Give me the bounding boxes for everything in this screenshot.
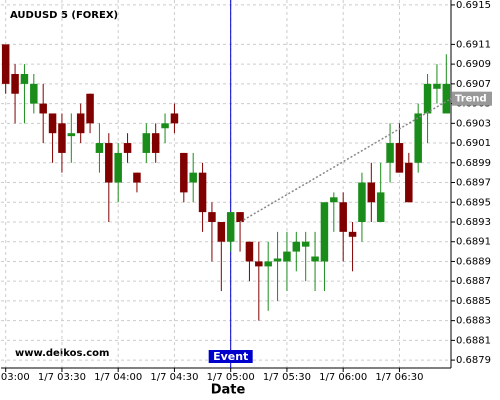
candle-body	[39, 103, 47, 114]
y-tick-label: 0.6879	[456, 355, 491, 366]
candle-body	[423, 83, 432, 114]
y-tick-label: 0.6887	[456, 276, 491, 287]
candle-body	[58, 123, 66, 153]
plot-area	[0, 0, 451, 368]
x-axis-title: Date	[211, 383, 246, 398]
candle-body	[358, 182, 366, 222]
y-tick-label: 0.6885	[456, 296, 491, 307]
x-tick-label: 1/7 05:00	[207, 372, 255, 383]
candle-body	[20, 73, 29, 84]
candle-body	[226, 212, 235, 242]
candle-body	[405, 162, 413, 203]
candle-body	[170, 113, 179, 124]
candle-body	[198, 172, 207, 213]
candle-body	[311, 256, 319, 262]
candle-body	[133, 172, 141, 183]
candle-body	[76, 113, 85, 134]
y-tick-label: 0.6897	[456, 178, 491, 189]
candle-body	[67, 133, 76, 137]
candle-body	[161, 123, 169, 129]
candle-body	[236, 212, 244, 222]
x-tick-label: 1/7 04:30	[150, 372, 198, 383]
candle-body	[348, 231, 357, 237]
y-tick-label: 0.6909	[456, 59, 491, 70]
candle-body	[292, 241, 301, 252]
trend-line	[239, 98, 452, 223]
event-label: Event	[213, 350, 248, 363]
candle-body	[245, 241, 254, 262]
candle-body	[283, 251, 291, 262]
x-tick-label: 1/7 03:30	[38, 372, 86, 383]
candle-body	[30, 83, 38, 104]
y-tick-label: 0.6891	[456, 237, 491, 248]
y-tick-label: 0.6883	[456, 316, 491, 327]
candle-body	[123, 143, 132, 153]
candle-body	[273, 258, 282, 262]
x-tick-label: 1/7 06:30	[375, 372, 423, 383]
candle-body	[86, 93, 94, 124]
candle-body	[114, 152, 122, 183]
candle-body	[414, 113, 422, 163]
candle-body	[433, 83, 441, 89]
candle-body	[255, 261, 263, 267]
candle-body	[189, 172, 197, 183]
candle-body	[142, 133, 151, 153]
y-tick-label: 0.6907	[456, 79, 491, 90]
candle-body	[330, 197, 338, 203]
watermark: www.delkos.com	[15, 348, 109, 359]
candle-body	[339, 202, 347, 232]
y-tick-label: 0.6889	[456, 256, 491, 267]
candle-body	[1, 44, 10, 84]
candle-body	[367, 182, 376, 203]
candle-body	[105, 143, 113, 183]
chart-title: AUDUSD 5 (FOREX)	[10, 10, 118, 21]
candle-body	[301, 241, 310, 247]
candle-body	[208, 212, 216, 222]
trend-label-box	[452, 91, 492, 106]
y-tick-label: 0.6911	[456, 39, 491, 50]
candle-body	[395, 143, 404, 173]
candle-body	[442, 83, 451, 114]
candle-body	[11, 73, 19, 94]
event-label-box	[208, 350, 253, 363]
candle-body	[376, 192, 385, 222]
y-tick-label: 0.6895	[456, 197, 491, 208]
candle-body	[320, 202, 329, 262]
candle-body	[48, 113, 57, 134]
y-tick-label: 0.6893	[456, 217, 491, 228]
trend-label: Trend	[455, 94, 487, 105]
y-tick-label: 0.6903	[456, 118, 491, 129]
candle-body	[386, 143, 394, 163]
y-tick-label: 0.6899	[456, 158, 491, 169]
y-tick-label: 0.6881	[456, 335, 491, 346]
x-tick-label: 1/7 06:00	[319, 372, 367, 383]
y-tick-label: 0.6915	[456, 0, 491, 11]
x-tick-label: 1/7 04:00	[94, 372, 142, 383]
y-tick-label: 0.6901	[456, 138, 491, 149]
x-tick-label: 1/7 05:30	[263, 372, 311, 383]
candle-body	[217, 221, 226, 242]
candle-body	[264, 261, 272, 267]
candle-body	[151, 133, 160, 153]
candle-body	[95, 143, 104, 153]
candle-body	[180, 152, 188, 193]
x-tick-label: 1/7 03:00	[0, 372, 30, 383]
